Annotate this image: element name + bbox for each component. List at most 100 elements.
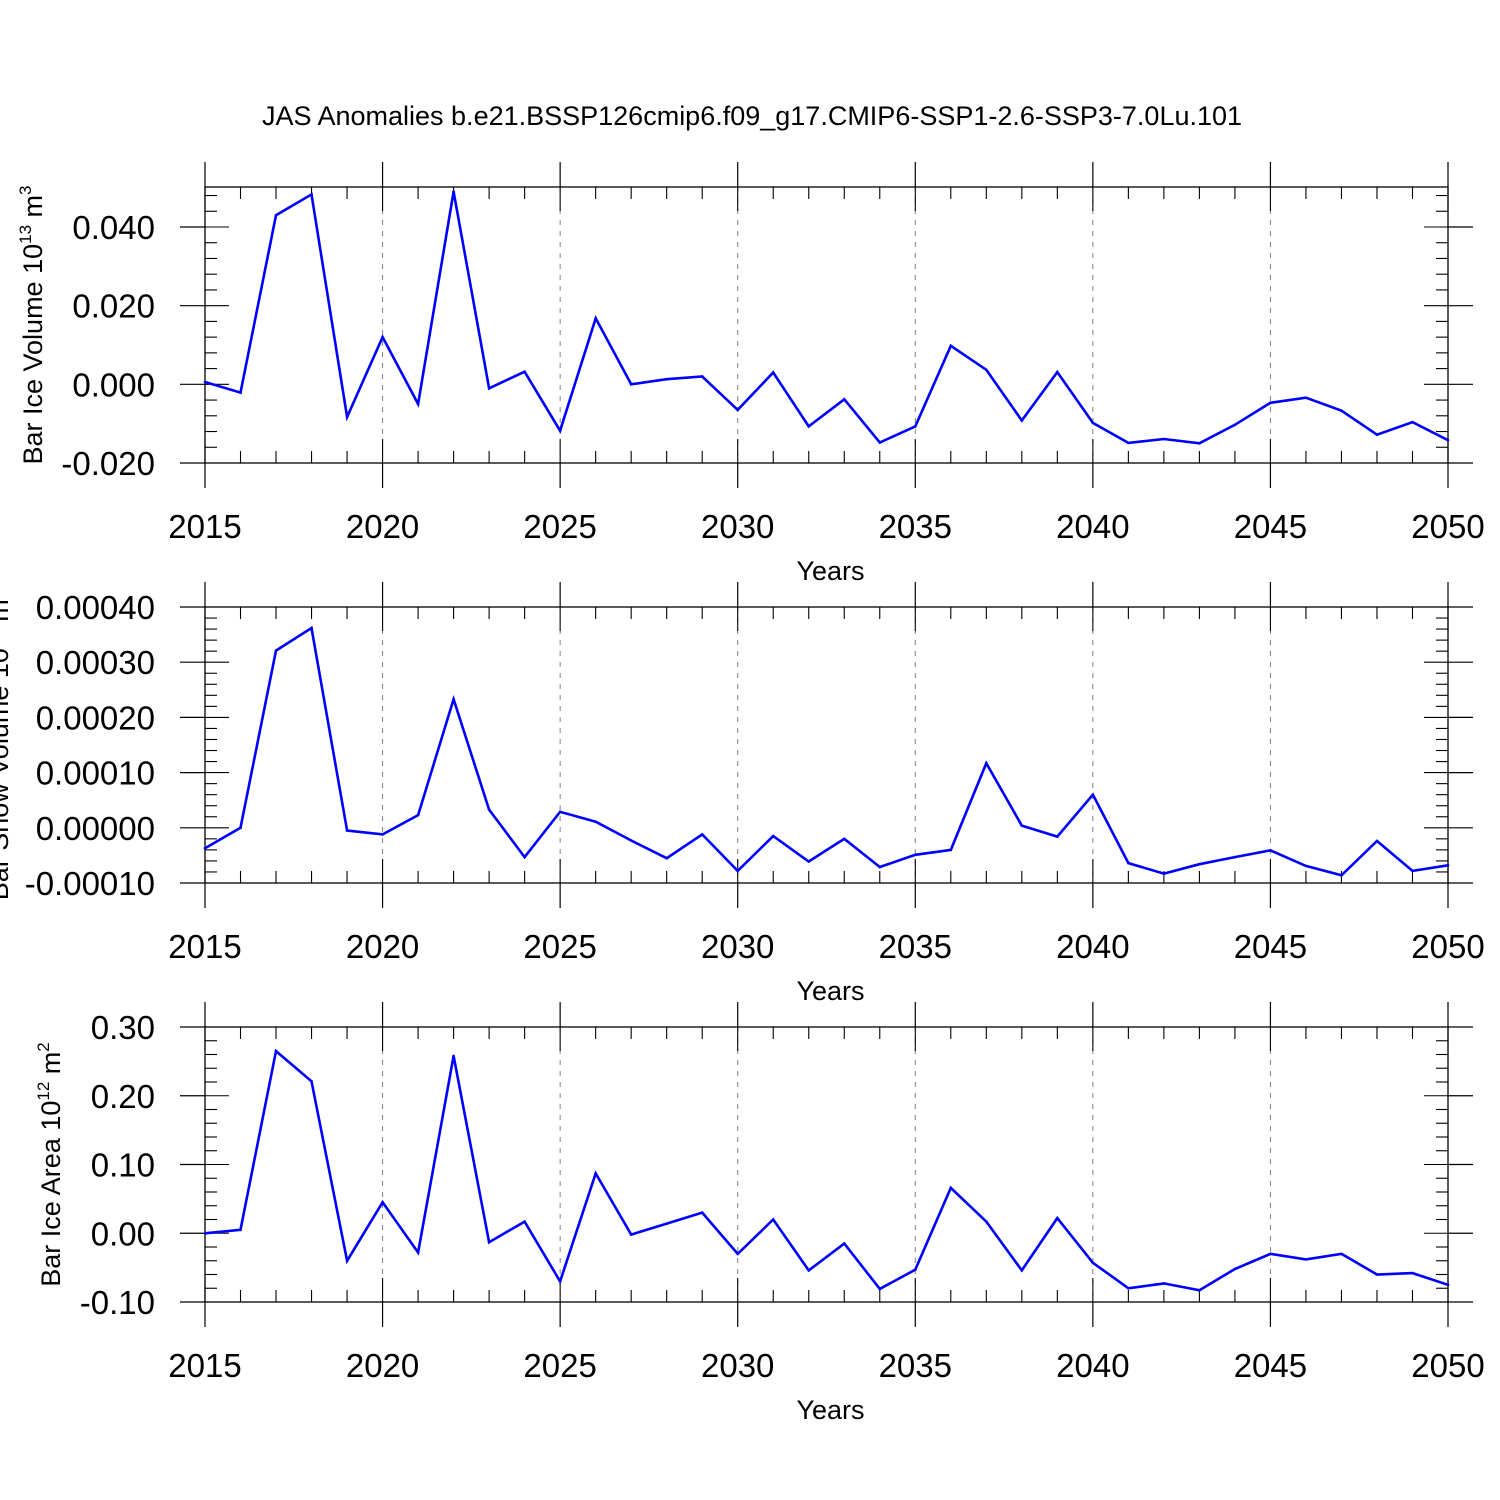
data-point [700,375,704,378]
data-point [1162,437,1166,441]
data-point [1446,1283,1450,1287]
y-tick-label: 0.10 [91,1147,155,1184]
x-tick-label: 2030 [701,508,774,545]
chart-panels: 2015 2020 2025 2030 2035 2040 2045 2050 Years -0.… [0,162,1485,1425]
data-point [1375,839,1379,843]
data-point [1020,824,1024,827]
data-point [558,810,562,814]
data-point [913,853,917,857]
y-tick-label: 0.00 [91,1215,155,1252]
data-point [487,808,491,811]
data-point [913,425,917,428]
data-point [878,1287,882,1291]
data-point [594,1172,597,1175]
x-tick-label: 2015 [168,928,241,965]
data-point [239,1228,242,1232]
y-axis-label: Bar Ice Volume 1013 m3 [16,185,48,464]
y-tick-label: 0.000 [72,366,155,403]
plot-frame [204,1026,1449,1303]
y-tick-label: 0.00040 [36,589,155,626]
data-point [1446,438,1450,442]
data-point [842,837,846,841]
data-point [274,213,278,217]
data-point [807,425,811,428]
data-point [1375,1273,1379,1276]
data-point [487,1240,491,1244]
data-point [416,1251,420,1254]
data-point [913,1268,917,1271]
series-line [204,191,1449,445]
x-tick-label: 2020 [346,1347,419,1384]
data-point [1020,1269,1024,1272]
y-axis-label: Bar Ice Area 1012 m2 [34,1042,66,1287]
data-point [274,649,278,652]
x-tick-label: 2035 [879,508,952,545]
x-tick-label: 2020 [346,508,419,545]
y-tick-label: -0.020 [61,445,155,482]
data-point [1304,864,1308,868]
data-point [1091,793,1095,796]
x-axis-label: Years [796,976,864,1006]
data-point [310,193,313,196]
data-point [736,869,740,873]
y-tick-label: 0.00030 [36,644,155,681]
data-point [310,1080,313,1083]
data-point [310,626,313,630]
data-point [1233,855,1237,859]
data-point [523,1220,526,1223]
data-point [949,848,953,852]
data-point [345,1259,349,1263]
x-tick-label: 2050 [1411,1347,1484,1384]
data-point [239,391,242,394]
data-point [1375,433,1379,436]
x-tick-label: 2045 [1234,928,1307,965]
data-point [452,1054,455,1058]
x-tick-label: 2015 [168,1347,241,1384]
x-tick-label: 2050 [1411,928,1484,965]
y-tick-label: 0.30 [91,1009,155,1046]
data-point [1340,1252,1343,1256]
data-point [1304,1258,1308,1261]
data-point [807,860,811,863]
x-tick-label: 2050 [1411,508,1484,545]
data-point [736,408,740,412]
y-tick-label: 0.20 [91,1078,155,1115]
x-tick-label: 2040 [1056,1347,1129,1384]
data-point [842,1242,846,1245]
plot-frame [204,606,1449,884]
y-tick-label: -0.00010 [25,865,155,902]
x-tick-label: 2045 [1234,1347,1307,1384]
panel-3: 2015 2020 2025 2030 2035 2040 2045 2050 Years -0.… [34,1002,1485,1425]
data-point [1056,835,1059,838]
data-point [239,826,242,830]
data-point [1198,1289,1201,1292]
data-point [807,1269,811,1272]
y-axis-label: Bar Snow Volume 1013 m3 [0,590,14,901]
data-point [1091,421,1095,425]
y-tick-label: 0.00000 [36,810,155,847]
data-point [949,1186,953,1190]
data-point [665,377,668,381]
data-point [1020,419,1024,422]
y-tick-label: -0.10 [80,1284,155,1321]
data-point [1233,423,1237,427]
x-tick-label: 2040 [1056,508,1129,545]
series-line [204,625,1449,877]
data-point [558,1280,562,1283]
data-point [594,316,597,320]
data-point [1269,1252,1272,1256]
data-point [985,1220,988,1223]
x-tick-label: 2020 [346,928,419,965]
data-point [523,855,526,859]
data-point [1056,370,1059,374]
data-point [665,856,668,860]
x-tick-label: 2015 [168,508,241,545]
y-tick-label: 0.00020 [36,699,155,736]
panel-2: 2015 2020 2025 2030 2035 2040 2045 2050 Years -0.… [0,582,1485,1006]
data-point [1269,401,1272,405]
x-tick-label: 2030 [701,928,774,965]
data-point [1162,1282,1166,1285]
data-point [594,820,597,824]
data-point [771,1218,775,1221]
data-point [1304,396,1308,400]
